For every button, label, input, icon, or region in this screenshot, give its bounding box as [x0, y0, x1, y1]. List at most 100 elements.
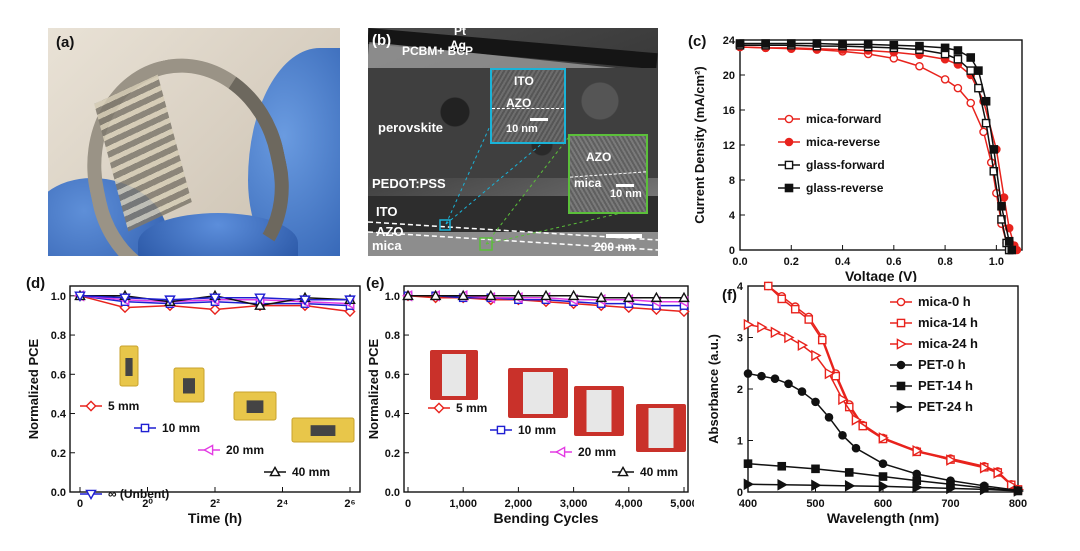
data-point-mica-24 h — [757, 321, 768, 333]
tem-scalebar-label: 200 nm — [594, 240, 636, 254]
data-point-PET-0 h — [784, 379, 793, 389]
layer-label-ito: ITO — [376, 204, 398, 219]
data-point-PET-14 h — [777, 461, 787, 471]
x-tick-label: 2⁴ — [277, 498, 289, 510]
data-point-PET-14 h — [743, 459, 753, 468]
data-point-mica-24 h — [1006, 479, 1018, 492]
data-point-PET-0 h — [838, 431, 847, 440]
data-point-mica-reverse — [999, 193, 1009, 202]
data-point-PET-24 h — [912, 481, 923, 494]
legend-marker-mica-0 h — [896, 297, 906, 307]
data-point-glass-reverse — [940, 43, 950, 53]
y-tick-label: 0.4 — [385, 409, 401, 421]
panel-label-b: (b) — [372, 32, 392, 49]
data-point-mica-24 h — [743, 318, 755, 331]
glove-bottom — [138, 213, 298, 256]
data-point-∞ (Unbent) — [299, 295, 311, 306]
data-point-glass-reverse — [735, 39, 745, 48]
data-point-PET-14 h — [844, 468, 854, 477]
legend-marker-10 mm — [496, 425, 506, 435]
layer-label-pt: Pt — [454, 28, 466, 38]
data-point-glass-reverse — [786, 39, 796, 48]
data-point-PET-0 h — [878, 459, 888, 468]
data-point-∞ (Unbent) — [254, 293, 266, 304]
data-point-40 mm — [512, 289, 525, 301]
legend-marker-20 mm — [554, 446, 566, 458]
x-tick-label: 400 — [739, 498, 757, 510]
legend-marker-PET-24 h — [896, 401, 908, 413]
bent-mica-device — [66, 39, 308, 256]
x-tick-label: 0.4 — [835, 256, 851, 268]
x-tick-label: 4,000 — [615, 498, 643, 510]
data-point-mica-forward — [966, 98, 976, 108]
bending-thumbnail-inner-0 — [442, 354, 466, 396]
data-point-40 mm — [540, 289, 552, 301]
y-tick-label: 1.0 — [51, 291, 66, 303]
data-point-mica-14 h — [817, 335, 827, 345]
data-point-∞ (Unbent) — [344, 295, 356, 306]
legend-label: ∞ (Unbent) — [108, 487, 169, 501]
y-tick-label: 0.6 — [51, 369, 66, 381]
data-point-glass-reverse — [974, 66, 983, 75]
legend-marker-5 mm — [85, 400, 97, 412]
legend-label: 5 mm — [108, 399, 139, 413]
y-tick-label: 0.4 — [51, 409, 67, 421]
data-point-40 mm — [650, 291, 663, 303]
legend-label: PET-24 h — [918, 399, 973, 414]
panel-label: (c) — [688, 33, 706, 50]
x-tick-label: 5,000 — [670, 498, 694, 510]
inset2-label-top: AZO — [586, 150, 612, 164]
x-tick-label: 0.6 — [886, 256, 901, 268]
data-point-mica-14 h — [804, 315, 814, 324]
data-point-∞ (Unbent) — [164, 295, 176, 306]
legend-marker-PET-0 h — [896, 360, 906, 370]
data-point-40 mm — [254, 299, 266, 310]
legend-marker-∞ (Unbent) — [85, 489, 97, 501]
legend-marker-mica-forward — [784, 114, 794, 124]
data-point-glass-reverse — [966, 53, 976, 62]
data-point-∞ (Unbent) — [119, 293, 131, 304]
legend-label: mica-forward — [806, 112, 881, 126]
data-point-40 mm — [678, 291, 690, 303]
data-point-PET-14 h — [811, 464, 820, 474]
x-tick-label: 2,000 — [505, 498, 533, 510]
inset-azo-mica: AZO mica 10 nm — [568, 134, 648, 214]
panel-label: (f) — [722, 287, 737, 304]
y-axis-label: Current Density (mA/cm²) — [692, 66, 707, 223]
data-point-40 mm — [595, 291, 607, 303]
data-point-mica-forward — [979, 127, 988, 137]
data-point-mica-24 h — [824, 367, 836, 380]
photo-flexible-device: (a) — [48, 28, 340, 256]
tem-scalebar — [606, 234, 642, 238]
y-tick-label: 0.2 — [385, 448, 400, 460]
y-tick-label: 8 — [729, 175, 735, 187]
legend-label: PET-0 h — [918, 357, 966, 372]
data-point-glass-reverse — [863, 40, 873, 49]
y-tick-label: 4 — [729, 210, 736, 222]
x-tick-label: 700 — [941, 498, 959, 510]
data-point-glass-reverse — [1004, 236, 1014, 246]
x-tick-label: 2⁰ — [142, 498, 153, 510]
legend-label: mica-0 h — [918, 294, 971, 309]
bending-thumbnail-inner-3 — [648, 408, 674, 448]
legend-marker-5 mm — [433, 402, 445, 414]
inset1-label-bottom: AZO — [506, 96, 532, 110]
data-point-40 mm — [429, 289, 442, 301]
data-point-PET-24 h — [979, 483, 991, 496]
legend-label: 20 mm — [226, 443, 264, 457]
data-point-PET-0 h — [851, 443, 861, 453]
data-point-mica-24 h — [979, 461, 991, 474]
layer-label-azo: AZO — [376, 224, 404, 239]
data-point-glass-reverse — [915, 41, 924, 51]
data-point-5 mm — [119, 301, 131, 314]
data-point-mica-24 h — [838, 393, 849, 406]
legend-label: mica-14 h — [918, 315, 978, 330]
data-point-PET-14 h — [878, 472, 888, 481]
device-thumbnail-cell-2 — [246, 400, 264, 413]
y-tick-label: 1 — [737, 436, 743, 448]
device-thumbnail-cell-3 — [310, 425, 336, 436]
data-point-mica-24 h — [878, 432, 890, 444]
x-tick-label: 0 — [77, 498, 83, 510]
y-tick-label: 3 — [737, 333, 743, 345]
tem-cross-section: Pt Ag PCBM+ BCP perovskite PEDOT:PSS ITO… — [368, 28, 658, 256]
